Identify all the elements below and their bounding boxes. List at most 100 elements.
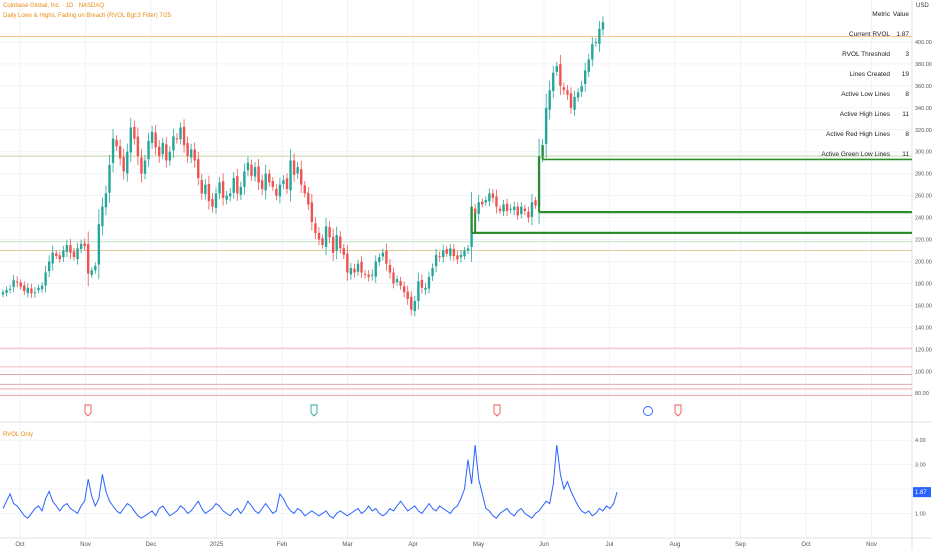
candle-body <box>410 296 413 310</box>
stats-row-label: RVOL Threshold <box>842 51 890 58</box>
candle-body <box>303 185 306 194</box>
candle-body <box>502 204 505 212</box>
candle-body <box>573 96 576 110</box>
price-axis-tick-label: 320.00 <box>915 128 932 134</box>
price-axis-tick-label: 280.00 <box>915 172 932 178</box>
candle-body <box>33 292 37 294</box>
candle-body <box>19 282 22 287</box>
candle-body <box>353 268 356 273</box>
candle-body <box>87 244 90 274</box>
candle-body <box>598 28 601 44</box>
price-axis-tick-label: 260.00 <box>915 194 932 200</box>
candle-body <box>221 181 225 198</box>
candle-body <box>395 279 399 283</box>
candle-body <box>566 90 569 95</box>
stats-header-value: Value <box>892 11 909 18</box>
candle-body <box>356 263 360 272</box>
candle-body <box>260 180 264 190</box>
time-axis-tick-label: Jul <box>606 542 614 548</box>
candle-body <box>438 256 441 258</box>
time-axis-tick-label: May <box>473 542 484 548</box>
stats-row-active-red-high-lines: Active Red High Lines 8 <box>826 128 912 142</box>
price-axis-tick-label: 360.00 <box>915 84 932 90</box>
candle-body <box>576 92 580 98</box>
event-marker-icon <box>84 404 92 417</box>
stats-row-value: 8 <box>905 91 909 98</box>
candle-body <box>136 136 140 157</box>
price-axis-tick-label: 400.00 <box>915 40 932 46</box>
price-axis-tick-label: 160.00 <box>915 303 932 309</box>
candle-body <box>211 199 214 207</box>
candle-body <box>246 162 250 171</box>
stats-row-current-rvol: Current RVOL 1.87 <box>832 28 912 42</box>
candle-body <box>268 173 271 183</box>
candle-body <box>473 208 477 214</box>
candle-body <box>491 193 495 198</box>
candle-body <box>150 131 154 143</box>
time-axis-tick-label: Jun <box>539 542 549 548</box>
candle-body <box>76 248 79 260</box>
candle-body <box>225 195 228 200</box>
candle-body <box>264 173 267 191</box>
candle-body <box>324 226 328 248</box>
candle-body <box>253 167 257 177</box>
candle-body <box>282 180 285 184</box>
candle-body <box>122 156 125 172</box>
time-axis-tick-label: Oct <box>15 542 25 548</box>
rvol-line <box>2 445 618 519</box>
candle-body <box>452 248 456 257</box>
stats-row-label: Current RVOL <box>848 31 890 38</box>
candle-body <box>388 265 392 273</box>
candle-body <box>179 127 182 140</box>
stats-row-value: 1.87 <box>896 31 909 38</box>
candle-body <box>569 93 573 108</box>
candle-body <box>544 107 548 144</box>
candle-body <box>200 180 203 194</box>
candle-body <box>314 223 317 233</box>
candle-body <box>172 136 175 151</box>
stats-row-lines-created: Lines Created 19 <box>832 68 912 82</box>
price-axis-tick-label: 200.00 <box>915 259 932 265</box>
rvol-axis-tick-label: 4.00 <box>915 438 926 444</box>
candle-body <box>381 252 385 257</box>
candle-body <box>175 138 179 140</box>
candle-body <box>587 59 590 72</box>
candle-body <box>285 178 289 190</box>
price-axis-tick-label: 120.00 <box>915 347 932 353</box>
stats-row-value: 3 <box>905 51 909 58</box>
candle-body <box>505 203 509 211</box>
candle-body <box>214 193 218 208</box>
stats-row-value: 11 <box>902 151 909 158</box>
candle-body <box>140 157 143 174</box>
candle-body <box>331 236 335 253</box>
candle-body <box>143 160 147 174</box>
candle-body <box>385 250 388 264</box>
candle-body <box>481 201 484 205</box>
time-axis-tick-label: Aug <box>670 542 681 548</box>
time-axis-tick-label: Nov <box>80 542 91 548</box>
stats-row-rvol-threshold: RVOL Threshold 3 <box>832 48 912 62</box>
candle-body <box>445 249 448 254</box>
candle-body <box>591 44 594 60</box>
candle-body <box>527 211 530 218</box>
candle-body <box>555 66 558 73</box>
candle-body <box>90 270 93 275</box>
candle-body <box>197 159 200 179</box>
rvol-axis-tick-label: 1.00 <box>915 511 926 517</box>
candle-body <box>133 126 136 139</box>
candle-body <box>182 126 186 146</box>
currency-label: USD <box>916 3 929 9</box>
candle-body <box>108 164 111 193</box>
candle-body <box>534 200 537 206</box>
candle-body <box>378 257 381 263</box>
chart-title: Coinbase Global, Inc. · 1D · NASDAQ <box>3 3 105 9</box>
candle-body <box>559 64 562 86</box>
candles-group <box>1 16 605 317</box>
price-axis-tick-label: 340.00 <box>915 106 932 112</box>
candle-body <box>62 250 65 258</box>
candle-body <box>449 248 452 256</box>
candle-body <box>371 274 374 276</box>
time-axis-tick-label: 2025 <box>210 542 224 548</box>
candle-body <box>300 169 303 185</box>
